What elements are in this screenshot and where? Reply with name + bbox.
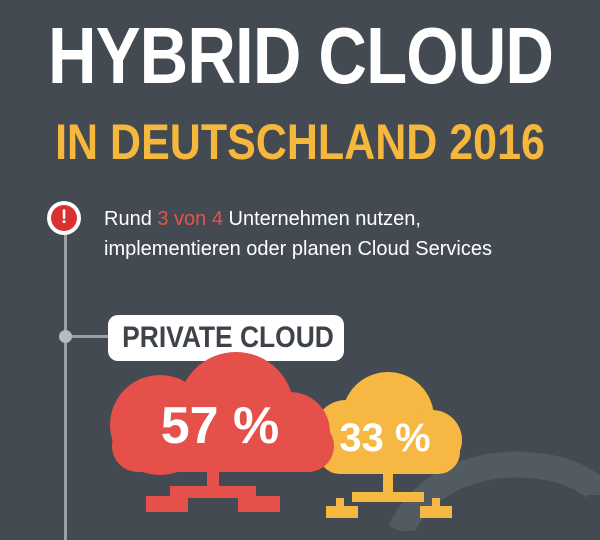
- timeline-vertical-line: [64, 220, 67, 540]
- red-cloud-value: 57 %: [160, 397, 280, 455]
- exclamation-icon: !: [47, 201, 81, 235]
- timeline-dot: [59, 330, 72, 343]
- intro-text: Rund 3 von 4 Unternehmen nutzen, impleme…: [104, 204, 492, 264]
- red-cloud: [110, 352, 334, 475]
- background-arc: [388, 451, 600, 531]
- title-in-deutschland: IN DEUTSCHLAND 2016: [55, 114, 545, 170]
- intro-text-after: Unternehmen nutzen,: [222, 208, 421, 230]
- private-cloud-label-text: PRIVATE CLOUD: [122, 321, 334, 354]
- yellow-cloud-value: 33 %: [339, 416, 431, 460]
- intro-line-2: implementieren oder planen Cloud Service…: [104, 238, 492, 260]
- intro-line-1: Rund 3 von 4 Unternehmen nutzen,: [104, 204, 492, 234]
- yellow-network-icon: [326, 470, 452, 518]
- title-hybrid-cloud: HYBRID CLOUD: [48, 11, 554, 100]
- intro-text-before: Rund: [104, 208, 158, 230]
- timeline-connector: [66, 335, 110, 338]
- yellow-cloud: [314, 372, 462, 474]
- red-network-icon: [146, 460, 280, 512]
- intro-highlight: 3 von 4: [157, 208, 223, 230]
